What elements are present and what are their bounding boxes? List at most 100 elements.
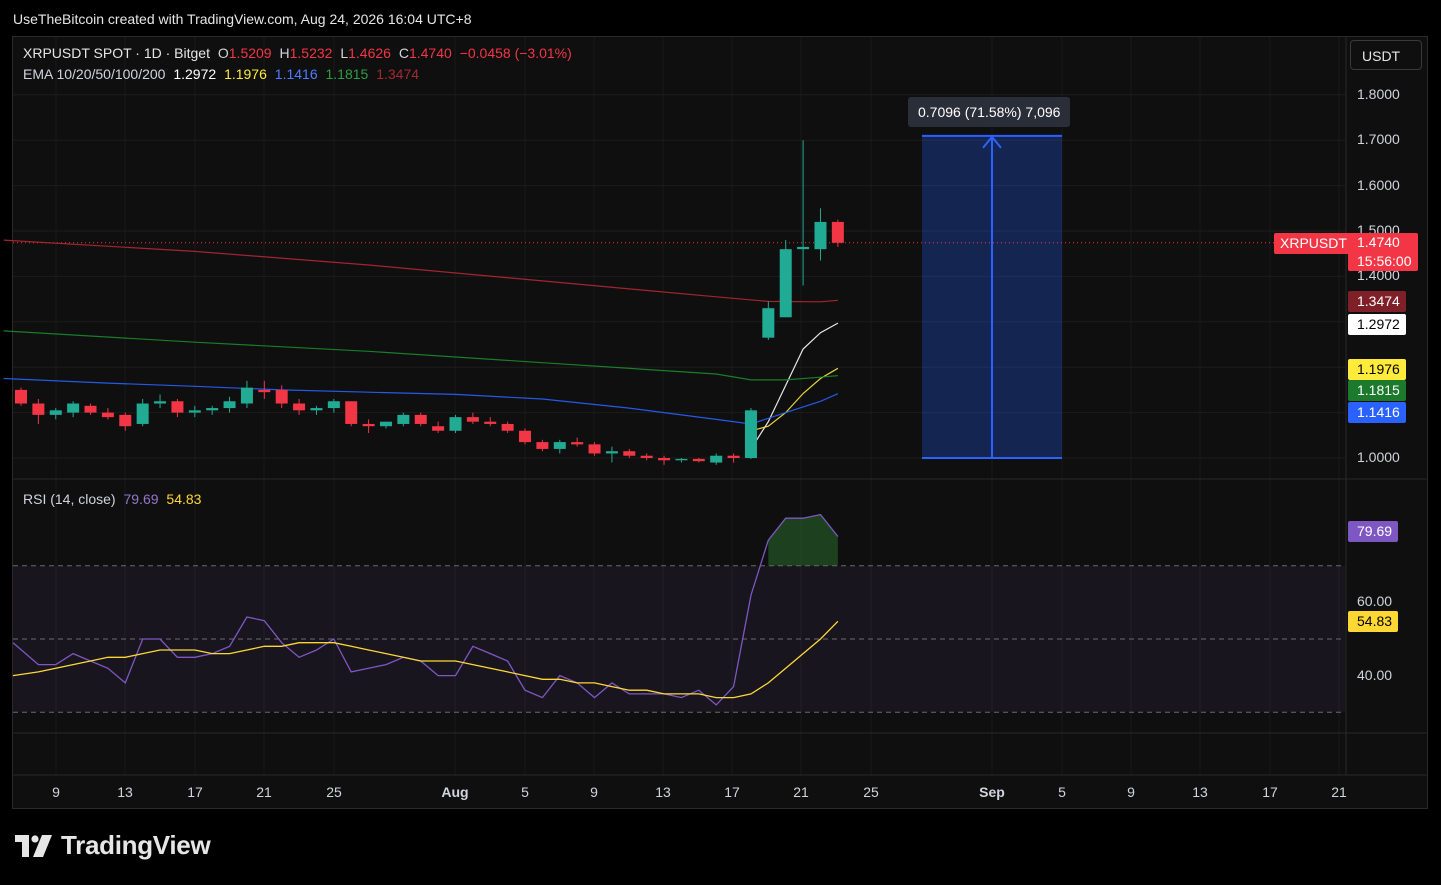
time-tick-label: 17 xyxy=(724,784,740,800)
time-tick-label: 21 xyxy=(793,784,809,800)
candle-down[interactable] xyxy=(640,455,653,458)
candle-up[interactable] xyxy=(206,408,219,411)
open-value: 1.5209 xyxy=(228,45,272,61)
rsi-legend: RSI (14, close) 79.69 54.83 xyxy=(23,491,205,507)
candle-down[interactable] xyxy=(432,426,445,431)
candle-up[interactable] xyxy=(223,401,236,409)
candle-up[interactable] xyxy=(397,414,410,424)
top-bar: UseTheBitcoin created with TradingView.c… xyxy=(0,0,1441,36)
ema20-price-tag: 1.1976 xyxy=(1348,359,1406,380)
time-tick-label: 13 xyxy=(1192,784,1208,800)
close-label: C xyxy=(398,45,409,61)
rsi-label[interactable]: RSI (14, close) xyxy=(23,491,116,507)
candle-down[interactable] xyxy=(466,417,479,422)
price-tick-label: 1.0000 xyxy=(1357,449,1400,465)
ema50-value: 1.1416 xyxy=(274,66,318,82)
time-tick-label: 17 xyxy=(187,784,203,800)
candle-down[interactable] xyxy=(623,451,636,456)
rsi-price-tag: 79.69 xyxy=(1348,521,1399,542)
countdown-value: 15:56:00 xyxy=(1357,253,1412,269)
candle-up[interactable] xyxy=(67,403,80,413)
candle-down[interactable] xyxy=(171,401,184,413)
symbol-label[interactable]: XRPUSDT SPOT · 1D · Bitget xyxy=(23,45,210,61)
candle-up[interactable] xyxy=(675,458,688,461)
candle-up[interactable] xyxy=(762,308,775,338)
close-value: 1.4740 xyxy=(408,45,452,61)
candle-up[interactable] xyxy=(379,421,392,427)
candle-down[interactable] xyxy=(727,455,740,458)
candle-up[interactable] xyxy=(449,417,462,431)
candle-down[interactable] xyxy=(536,442,549,449)
time-tick-label: 9 xyxy=(590,784,598,800)
candle-up[interactable] xyxy=(154,401,167,404)
time-tick-label: 17 xyxy=(1262,784,1278,800)
candle-up[interactable] xyxy=(136,403,149,424)
candle-down[interactable] xyxy=(362,423,375,427)
candle-up[interactable] xyxy=(797,246,810,250)
candle-up[interactable] xyxy=(744,410,757,458)
candle-up[interactable] xyxy=(605,451,618,454)
time-tick-label: Aug xyxy=(441,784,469,800)
candle-down[interactable] xyxy=(831,221,844,243)
measure-arrow-head xyxy=(982,135,1002,149)
candle-down[interactable] xyxy=(15,389,27,404)
time-tick-label: 25 xyxy=(863,784,879,800)
time-tick-label: 5 xyxy=(1058,784,1066,800)
candle-down[interactable] xyxy=(84,405,97,413)
candle-down[interactable] xyxy=(588,444,601,454)
candle-down[interactable] xyxy=(484,421,497,424)
low-value: 1.4626 xyxy=(348,45,391,61)
change-value: −0.0458 (−3.01%) xyxy=(459,45,572,61)
candle-down[interactable] xyxy=(119,414,132,427)
chart-panel[interactable] xyxy=(12,36,1428,809)
candle-up[interactable] xyxy=(779,249,792,318)
time-tick-label: Sep xyxy=(979,784,1005,800)
symbol-price-tag: XRPUSDT xyxy=(1274,233,1353,254)
time-tick-label: 5 xyxy=(521,784,529,800)
tradingview-logo[interactable]: TradingView xyxy=(15,830,211,861)
candle-down[interactable] xyxy=(501,423,514,431)
ema10-price-tag: 1.2972 xyxy=(1348,314,1406,335)
candle-up[interactable] xyxy=(327,401,340,409)
candle-up[interactable] xyxy=(240,387,253,404)
ema10-line xyxy=(750,322,839,450)
ema-label[interactable]: EMA 10/20/50/100/200 xyxy=(23,66,166,82)
measure-label: 0.7096 (71.58%) 7,096 xyxy=(908,97,1071,127)
rsi-overbought-fill xyxy=(768,514,838,566)
ema50-price-tag: 1.1416 xyxy=(1348,402,1406,423)
candle-up[interactable] xyxy=(310,408,323,411)
open-label: O xyxy=(217,45,229,61)
time-tick-label: 13 xyxy=(117,784,133,800)
ema200-price-tag: 1.3474 xyxy=(1348,291,1406,312)
time-tick-label: 25 xyxy=(326,784,342,800)
ema10-value: 1.2972 xyxy=(173,66,217,82)
candle-up[interactable] xyxy=(49,410,62,415)
candle-down[interactable] xyxy=(258,389,271,393)
candle-down[interactable] xyxy=(571,442,584,445)
tradingview-wordmark: TradingView xyxy=(61,830,211,860)
candle-down[interactable] xyxy=(519,430,532,443)
candle-down[interactable] xyxy=(345,401,358,424)
candle-down[interactable] xyxy=(414,414,427,424)
currency-unit-button[interactable]: USDT xyxy=(1350,40,1422,70)
price-tick-label: 1.4000 xyxy=(1357,267,1400,284)
candle-down[interactable] xyxy=(293,403,306,411)
candle-up[interactable] xyxy=(553,442,566,449)
candle-down[interactable] xyxy=(658,458,671,461)
price-legend: XRPUSDT SPOT · 1D · Bitget O1.5209 H1.52… xyxy=(23,45,576,61)
last-price-value: 1.4740 xyxy=(1357,234,1400,250)
candle-down[interactable] xyxy=(692,458,705,462)
candle-up[interactable] xyxy=(814,221,827,250)
rsi-ma-line xyxy=(12,620,839,699)
candle-up[interactable] xyxy=(710,455,723,463)
candle-down[interactable] xyxy=(101,412,114,418)
candle-up[interactable] xyxy=(188,410,201,413)
time-tick-label: 9 xyxy=(1127,784,1135,800)
ema100-line xyxy=(3,330,838,381)
candle-down[interactable] xyxy=(32,403,45,415)
ema200-line xyxy=(3,239,838,303)
rsi-ma-price-tag: 54.83 xyxy=(1348,611,1399,632)
ema200-value: 1.3474 xyxy=(376,66,420,82)
candle-down[interactable] xyxy=(275,389,288,404)
